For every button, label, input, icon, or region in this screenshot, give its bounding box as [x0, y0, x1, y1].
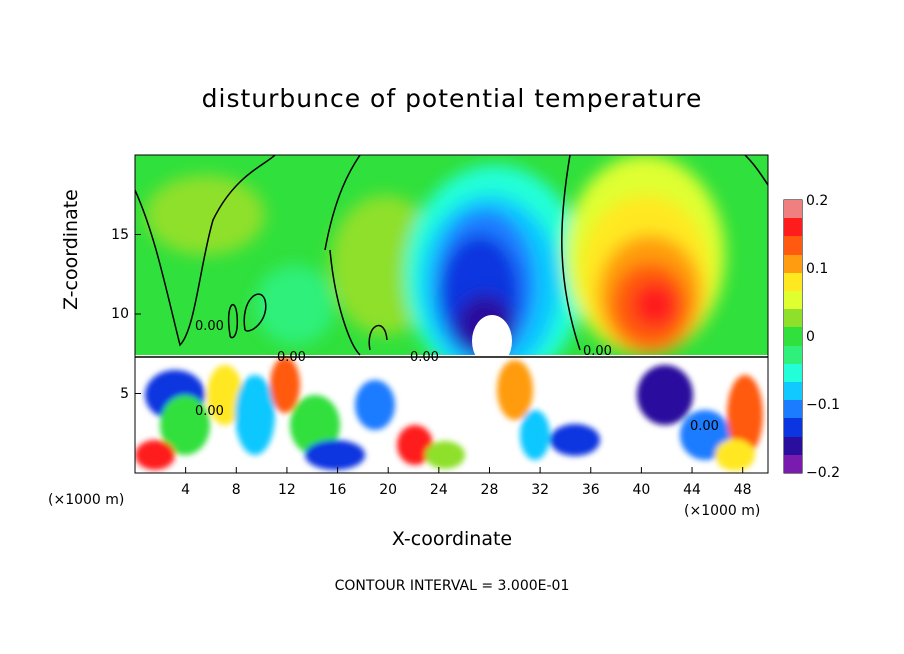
colorbar-segment [784, 382, 802, 401]
colorbar-segment [784, 327, 802, 347]
x-tick-label: 4 [181, 482, 191, 498]
colorbar-tick-label: 0 [806, 329, 815, 345]
y-tick-label: 15 [111, 226, 129, 243]
colorbar-segment [784, 400, 802, 419]
x-tick-label: 12 [277, 482, 296, 498]
heatmap-canvas: 0.00 0.00 0.00 0.00 0.00 0.00 [135, 155, 768, 473]
contour-interval-note: CONTOUR INTERVAL = 3.000E-01 [334, 578, 570, 594]
colorbar-segment [784, 345, 802, 365]
contour-label: 0.00 [410, 350, 439, 365]
colorbar-segment [784, 254, 802, 274]
colorbar [784, 200, 802, 474]
colorbar-segment [784, 291, 802, 310]
x-tick-label: 48 [733, 482, 752, 498]
plot-area: 0.00 0.00 0.00 0.00 0.00 0.00 [135, 155, 768, 473]
colorbar-segment [784, 236, 802, 256]
contour-label: 0.00 [195, 319, 224, 334]
colorbar-tick-label: 0.2 [806, 193, 829, 209]
y-tick-label: 10 [111, 306, 129, 322]
x-tick-label: 32 [531, 482, 550, 498]
colorbar-segment [784, 272, 802, 292]
colorbar-tick-label: −0.2 [806, 465, 840, 481]
contour-label: 0.00 [277, 350, 306, 365]
y-tick-label: 5 [120, 385, 129, 402]
contour-label: 0.00 [195, 404, 224, 419]
colorbar-segment [784, 309, 802, 328]
colorbar-segment [784, 454, 802, 474]
x-tick-label: 16 [328, 482, 347, 498]
colorbar-segment [784, 218, 802, 237]
lower-field [135, 355, 768, 473]
x-tick-label: 24 [429, 482, 448, 498]
contour-label: 0.00 [583, 344, 612, 359]
x-axis-label: X-coordinate [391, 528, 513, 550]
chart-title: disturbunce of potential temperature [201, 84, 703, 113]
x-unit-left: (×1000 m) [48, 492, 125, 508]
x-tick-label: 20 [379, 482, 398, 498]
x-tick-label: 40 [632, 482, 651, 498]
colorbar-tick-label: −0.1 [806, 397, 840, 413]
colorbar-tick-label: 0.1 [806, 261, 829, 277]
x-tick-label: 44 [683, 482, 701, 498]
x-tick-label: 8 [231, 482, 241, 498]
colorbar-segment [784, 363, 802, 383]
contour-label: 0.00 [690, 419, 719, 434]
colorbar-segment [784, 200, 802, 219]
x-tick-label: 36 [581, 482, 600, 498]
colorbar-segment [784, 436, 802, 456]
colorbar-segment [784, 418, 802, 438]
x-unit-right: (×1000 m) [684, 503, 761, 519]
y-axis-label: Z-coordinate [60, 189, 82, 310]
x-tick-label: 28 [480, 482, 499, 498]
